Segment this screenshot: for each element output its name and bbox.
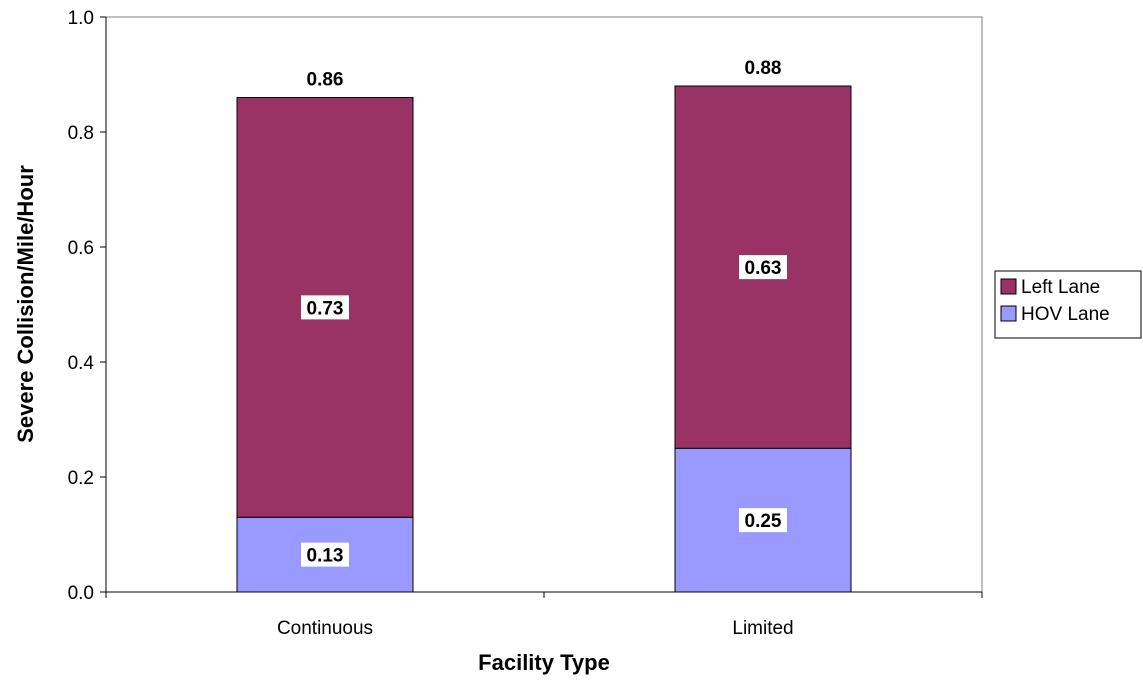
y-tick-label: 0.8	[68, 123, 94, 144]
data-label-bg	[301, 295, 349, 320]
x-tick-label: Limited	[732, 618, 793, 639]
labels-layer: 0.13 0.73 0.86 0.25 0.63 0.88	[301, 58, 787, 567]
y-tick-label: 0.0	[68, 583, 94, 604]
total-label-continuous: 0.86	[307, 70, 344, 91]
data-label-hov-lane-limited: 0.25	[745, 511, 782, 532]
legend-swatch-left-lane	[1000, 278, 1017, 295]
axes-layer: 0.0 0.2 0.4 0.6 0.8 1.0 Continuous Limited	[68, 8, 983, 639]
y-tick-label: 0.2	[68, 468, 94, 489]
legend-box	[994, 270, 1142, 339]
total-label-limited: 0.88	[745, 58, 782, 79]
data-label-bg	[739, 508, 787, 533]
y-tick-label: 1.0	[68, 8, 94, 29]
data-label-left-lane-limited: 0.63	[745, 258, 782, 279]
y-axis-title: Severe Collision/Mile/Hour	[13, 165, 38, 443]
data-label-left-lane-continuous: 0.73	[307, 298, 344, 319]
legend-label-hov-lane: HOV Lane	[1021, 304, 1110, 325]
y-tick-label: 0.6	[68, 238, 94, 259]
data-label-hov-lane-continuous: 0.13	[307, 546, 344, 567]
legend-swatch-hov-lane	[1000, 305, 1017, 322]
y-tick-label: 0.4	[68, 353, 95, 374]
legend-label-left-lane: Left Lane	[1021, 277, 1100, 298]
data-label-bg	[739, 255, 787, 280]
x-axis-title: Facility Type	[478, 650, 610, 675]
x-tick-label: Continuous	[277, 618, 373, 639]
data-label-bg	[301, 542, 349, 567]
legend: Left Lane HOV Lane	[994, 270, 1142, 339]
